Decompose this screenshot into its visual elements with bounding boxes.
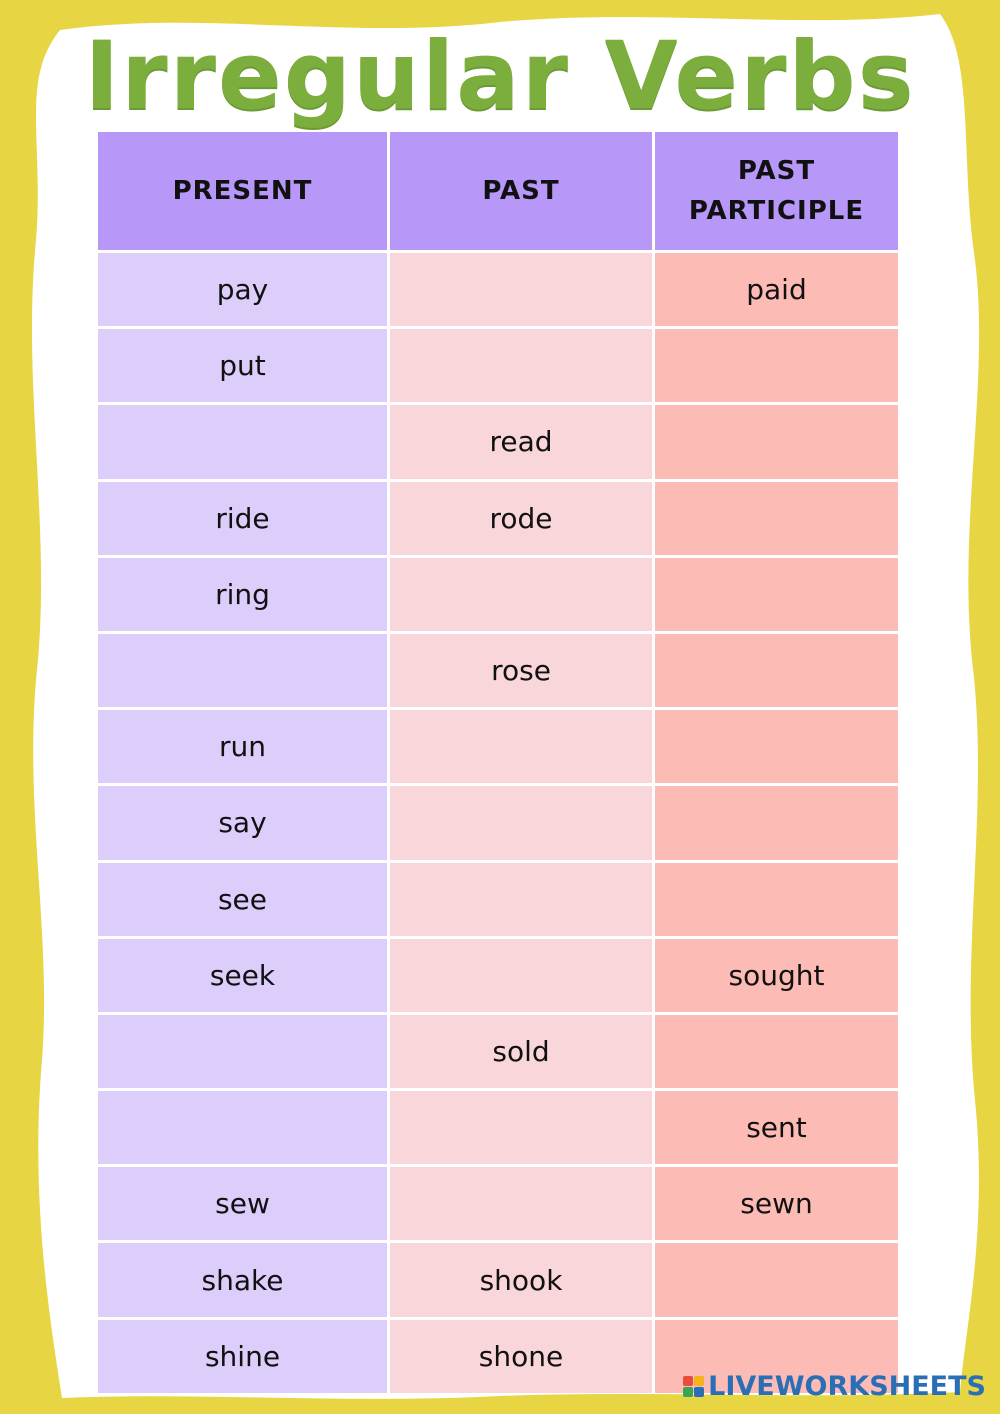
cell-past: rode	[390, 481, 652, 555]
answer-blank-past[interactable]	[390, 557, 652, 631]
cell-present: ride	[98, 481, 387, 555]
cell-present: put	[98, 329, 387, 403]
answer-blank-present[interactable]	[98, 405, 387, 479]
cell-present: say	[98, 786, 387, 860]
cell-present: run	[98, 710, 387, 784]
liveworksheets-logo-icon	[683, 1376, 705, 1397]
answer-blank-past-participle[interactable]	[655, 481, 898, 555]
answer-blank-past-participle[interactable]	[655, 1014, 898, 1089]
cell-past: rose	[390, 633, 652, 708]
cell-present: shake	[98, 1243, 387, 1317]
answer-blank-past[interactable]	[390, 329, 652, 403]
page-title: Irregular Verbs	[84, 22, 916, 131]
answer-blank-past-participle[interactable]	[655, 1243, 898, 1317]
cell-past: shone	[390, 1319, 652, 1393]
answer-blank-past-participle[interactable]	[655, 557, 898, 631]
cell-past-participle: sent	[655, 1091, 898, 1165]
cell-present: shine	[98, 1319, 387, 1393]
cell-present: pay	[98, 253, 387, 327]
header-past: PAST	[390, 132, 652, 250]
brand-name: LIVEWORKSHEETS	[708, 1371, 986, 1402]
answer-blank-past[interactable]	[390, 1091, 652, 1165]
cell-past: shook	[390, 1243, 652, 1317]
answer-blank-past[interactable]	[390, 786, 652, 860]
cell-present: see	[98, 862, 387, 936]
answer-blank-past[interactable]	[390, 253, 652, 327]
answer-blank-present[interactable]	[98, 1091, 387, 1165]
answer-blank-past-participle[interactable]	[655, 633, 898, 708]
answer-blank-past-participle[interactable]	[655, 405, 898, 479]
answer-blank-past[interactable]	[390, 1167, 652, 1241]
cell-present: sew	[98, 1167, 387, 1241]
liveworksheets-logo: LIVEWORKSHEETS	[683, 1371, 986, 1402]
answer-blank-past[interactable]	[390, 938, 652, 1012]
answer-blank-past-participle[interactable]	[655, 329, 898, 403]
cell-past: sold	[390, 1014, 652, 1089]
cell-present: seek	[98, 938, 387, 1012]
cell-past: read	[390, 405, 652, 479]
cell-past-participle: paid	[655, 253, 898, 327]
cell-present: ring	[98, 557, 387, 631]
cell-past-participle: sought	[655, 938, 898, 1012]
answer-blank-past-participle[interactable]	[655, 786, 898, 860]
answer-blank-past[interactable]	[390, 710, 652, 784]
answer-blank-past-participle[interactable]	[655, 862, 898, 936]
cell-past-participle: sewn	[655, 1167, 898, 1241]
answer-blank-past-participle[interactable]	[655, 710, 898, 784]
header-past-participle: PAST PARTICIPLE	[655, 132, 898, 250]
answer-blank-present[interactable]	[98, 633, 387, 708]
answer-blank-past[interactable]	[390, 862, 652, 936]
answer-blank-present[interactable]	[98, 1014, 387, 1089]
verb-table: PRESENT PAST PAST PARTICIPLE pay paid put r…	[98, 132, 898, 1393]
header-present: PRESENT	[98, 132, 387, 250]
